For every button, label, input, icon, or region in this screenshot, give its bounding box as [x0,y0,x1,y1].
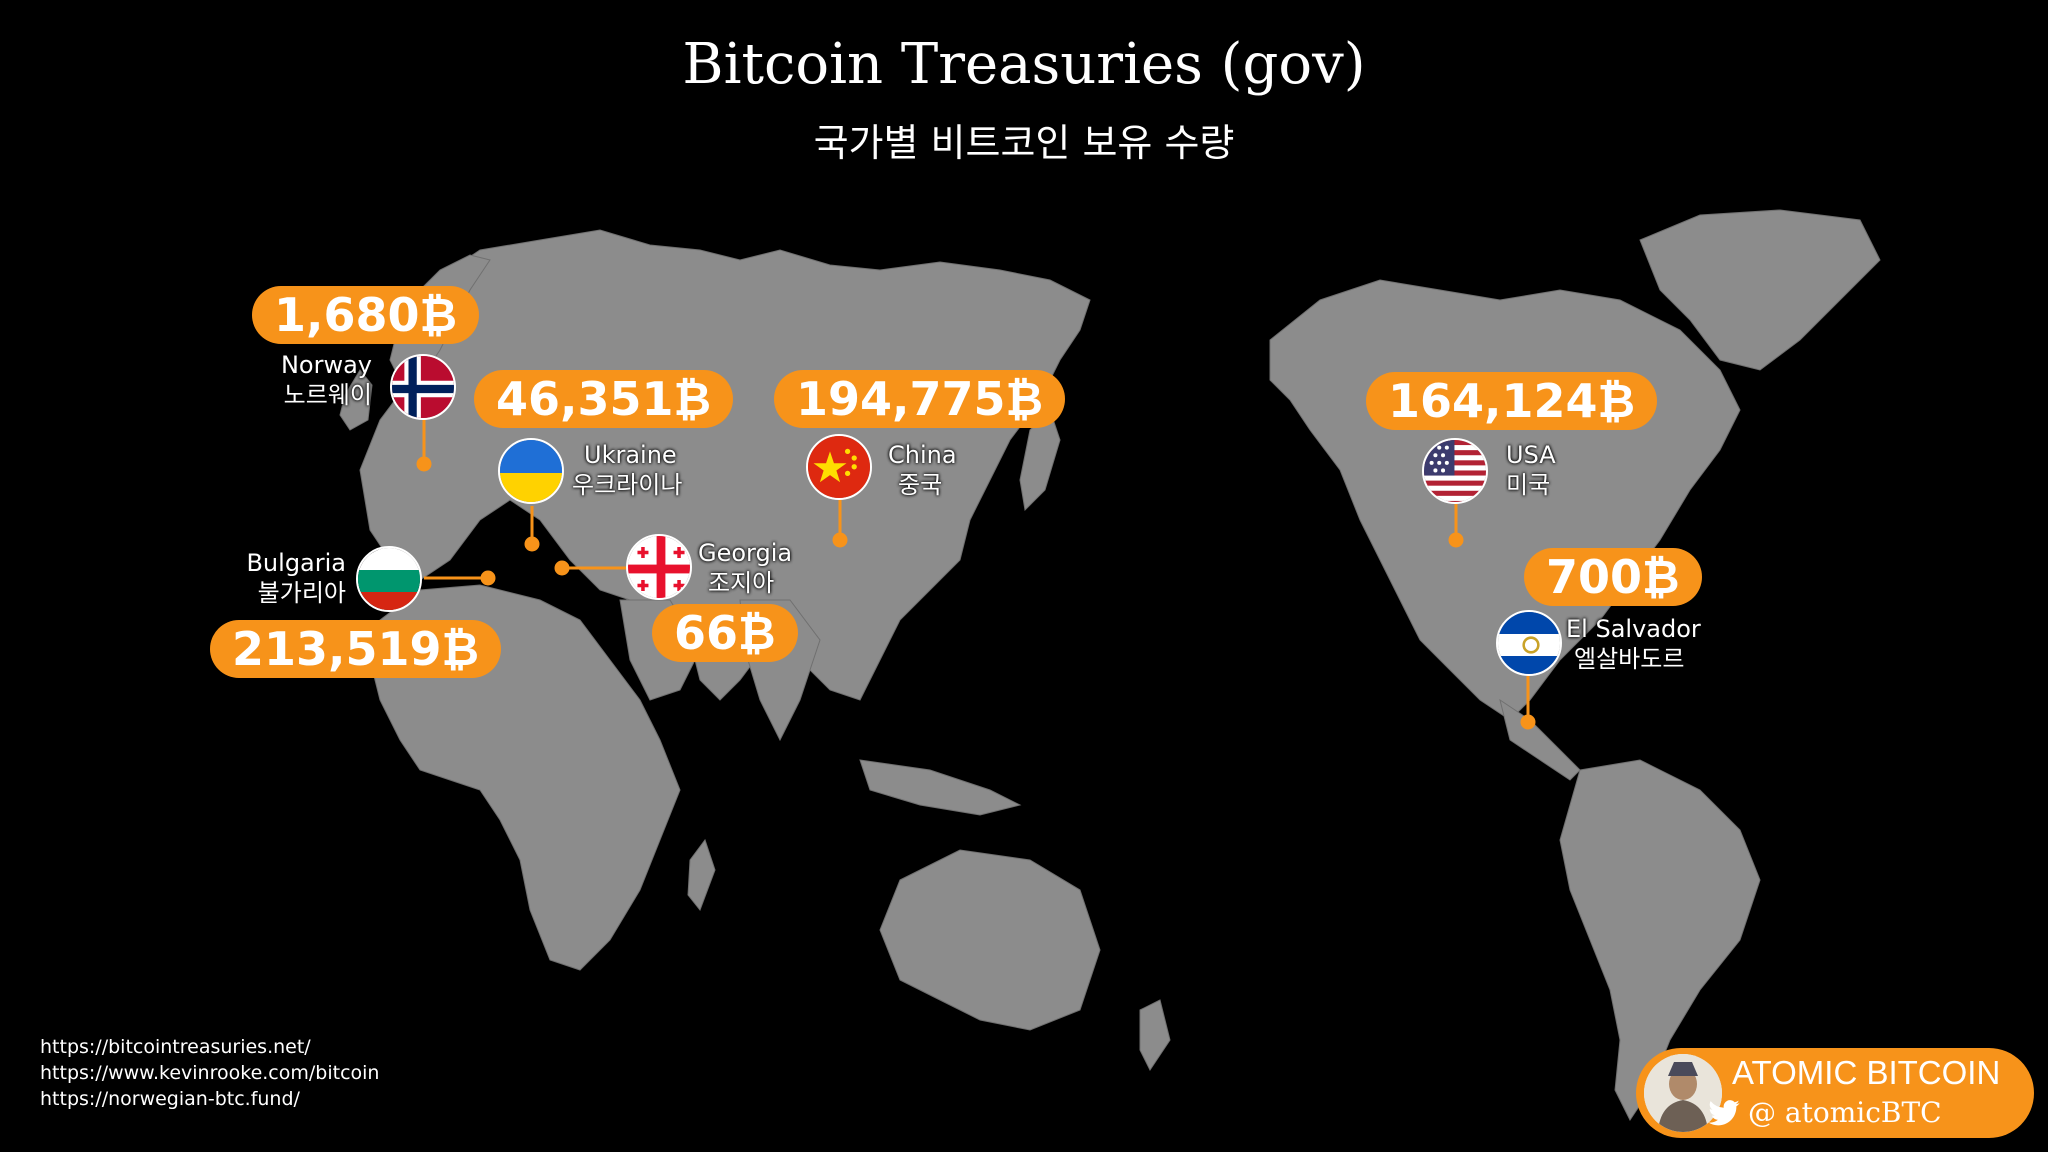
holdings-badge-georgia: 66₿ [652,604,798,662]
country-name-usa: USA [1506,441,1556,469]
country-name-china: China [888,441,957,469]
usa-flag-icon [1422,438,1488,504]
norway-flag-icon [390,354,456,420]
country-name-ko-usa: 미국 [1506,471,1551,499]
country-name-ko-ukraine: 우크라이나 [572,471,683,499]
source-link[interactable]: https://www.kevinrooke.com/bitcoin [40,1062,380,1084]
brand-name: ATOMIC BITCOIN [1732,1054,2001,1091]
brand-badge: ATOMIC BITCOIN @ atomicBTC [1636,1048,2034,1138]
sources-list: https://bitcointreasuries.net/ https://w… [40,1034,379,1112]
country-label-norway: Norway 노르웨이 [276,350,372,410]
country-name-ko-norway: 노르웨이 [283,381,372,409]
country-name-norway: Norway [280,351,372,379]
holdings-badge-norway: 1,680₿ [252,286,479,344]
country-name-ko-georgia: 조지아 [708,569,775,597]
el-salvador-flag-icon [1496,610,1562,676]
country-name-ko-china: 중국 [898,471,943,499]
holdings-badge-china: 194,775₿ [774,370,1066,428]
landmass-greenland [1639,209,1881,371]
location-dot-bulgaria [480,570,496,586]
country-name-ko-el-salvador: 엘살바도르 [1574,645,1685,673]
georgia-flag-icon [626,534,692,600]
country-label-china: China 중국 [888,440,957,500]
landmass-indonesia [859,759,1022,816]
bulgaria-flag-icon [356,546,422,612]
ukraine-flag-icon [498,438,564,504]
landmass-central-america [1499,698,1581,781]
twitter-bird-icon [1708,1100,1740,1130]
source-link[interactable]: https://bitcointreasuries.net/ [40,1036,311,1058]
page-title: Bitcoin Treasuries (gov) [682,32,1366,97]
country-name-el-salvador: El Salvador [1566,615,1701,643]
landmass-madagascar [687,838,716,911]
location-dot-el-salvador [1520,714,1536,730]
location-dot-usa [1448,532,1464,548]
holdings-badge-usa: 164,124₿ [1366,372,1658,430]
holdings-badge-ukraine: 46,351₿ [474,370,733,428]
country-label-usa: USA 미국 [1506,440,1556,500]
location-dot-ukraine [524,536,540,552]
country-label-ukraine: Ukraine 우크라이나 [572,440,682,500]
landmass-africa [369,584,681,971]
country-name-ko-bulgaria: 불가리아 [257,579,346,607]
source-link[interactable]: https://norwegian-btc.fund/ [40,1088,300,1110]
country-name-georgia: Georgia [698,539,793,567]
location-dot-norway [416,456,432,472]
landmass-britain [339,369,373,431]
china-flag-icon [806,434,872,500]
landmass-australia [879,849,1101,1031]
country-label-georgia: Georgia 조지아 [698,538,792,598]
holdings-badge-el-salvador: 700₿ [1524,548,1702,606]
location-dot-georgia [554,560,570,576]
brand-handle[interactable]: @ atomicBTC [1748,1096,1942,1129]
page-subtitle: 국가별 비트코인 보유 수량 [813,121,1235,165]
location-dot-china [832,532,848,548]
country-name-ukraine: Ukraine [584,441,677,469]
country-name-bulgaria: Bulgaria [246,549,346,577]
landmass-newzealand [1139,999,1171,1071]
holdings-badge-bulgaria: 213,519₿ [210,620,502,678]
country-label-bulgaria: Bulgaria 불가리아 [226,548,346,608]
country-label-el-salvador: El Salvador 엘살바도르 [1566,614,1701,674]
landmass-eurasia [359,229,1091,701]
avatar [1644,1054,1722,1132]
